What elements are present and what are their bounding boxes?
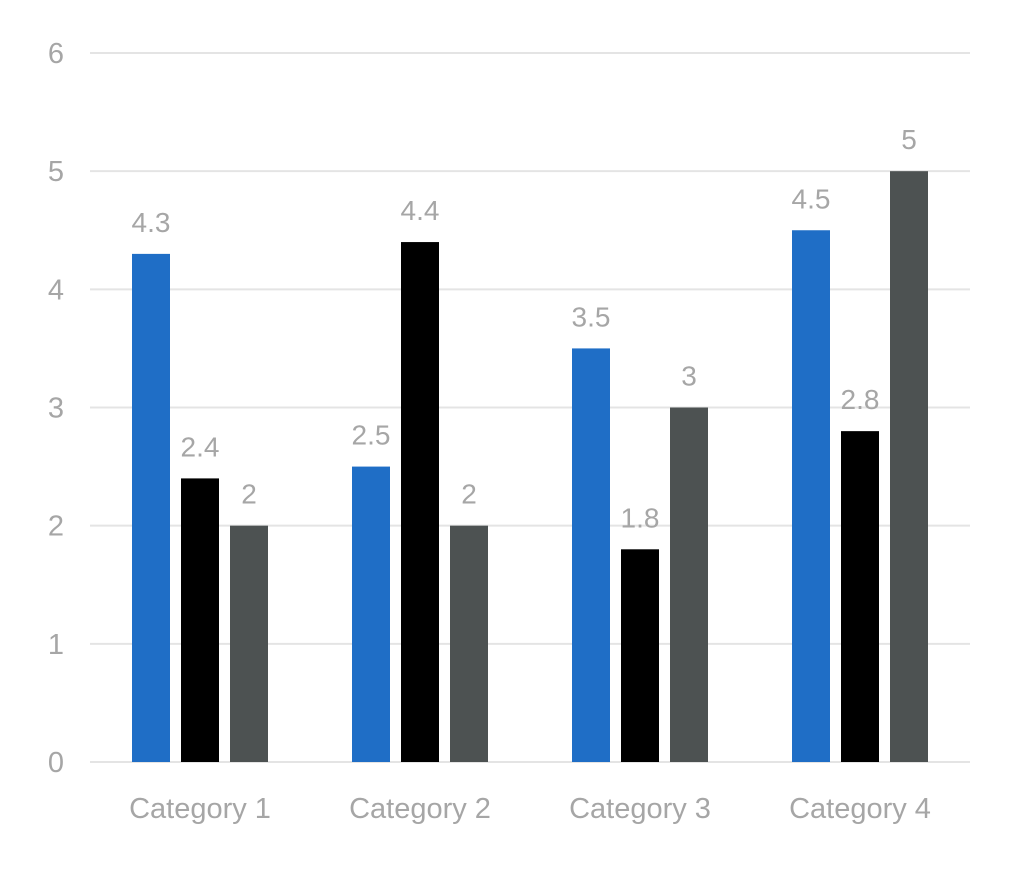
x-axis-ticks: Category 1 Category 2 Category 3 Category 4 [129, 793, 931, 825]
data-label: 3.5 [572, 301, 611, 332]
x-tick-label: Category 1 [129, 793, 271, 825]
data-label: 4.5 [792, 183, 831, 214]
bars [132, 171, 928, 763]
bar-series1-category4 [792, 230, 830, 762]
bar-series3-category3 [670, 407, 708, 762]
y-tick-label: 2 [48, 511, 64, 543]
x-tick-label: Category 3 [569, 793, 711, 825]
data-label: 2 [461, 479, 477, 510]
y-tick-label: 5 [48, 156, 64, 188]
data-label: 5 [901, 124, 917, 155]
data-label: 2.5 [352, 420, 391, 451]
data-label: 4.4 [401, 195, 440, 226]
y-tick-label: 0 [48, 747, 64, 779]
x-tick-label: Category 4 [789, 793, 931, 825]
data-label: 2.4 [181, 431, 220, 462]
data-label: 4.3 [132, 207, 171, 238]
bar-series2-category4 [841, 431, 879, 762]
data-label: 2.8 [841, 384, 880, 415]
data-labels: 4.3 2.4 2 2.5 4.4 2 3.5 1.8 3 4.5 2.8 5 [132, 124, 917, 533]
bar-series1-category1 [132, 253, 170, 762]
data-label: 3 [681, 361, 697, 392]
bar-series1-category3 [572, 348, 610, 762]
bar-series1-category2 [352, 466, 390, 762]
bar-series2-category3 [621, 549, 659, 762]
y-axis-ticks: 0 1 2 3 4 5 6 [48, 38, 64, 779]
bar-series3-category2 [450, 525, 488, 762]
y-tick-label: 4 [48, 274, 64, 306]
bar-series2-category2 [401, 242, 439, 763]
data-label: 1.8 [621, 502, 660, 533]
y-tick-label: 1 [48, 629, 64, 661]
bar-series3-category4 [890, 171, 928, 762]
x-tick-label: Category 2 [349, 793, 491, 825]
y-tick-label: 6 [48, 38, 64, 70]
bar-series2-category1 [181, 478, 219, 762]
bar-series3-category1 [230, 525, 268, 762]
gridlines [90, 52, 970, 763]
data-label: 2 [241, 479, 257, 510]
y-tick-label: 3 [48, 393, 64, 425]
